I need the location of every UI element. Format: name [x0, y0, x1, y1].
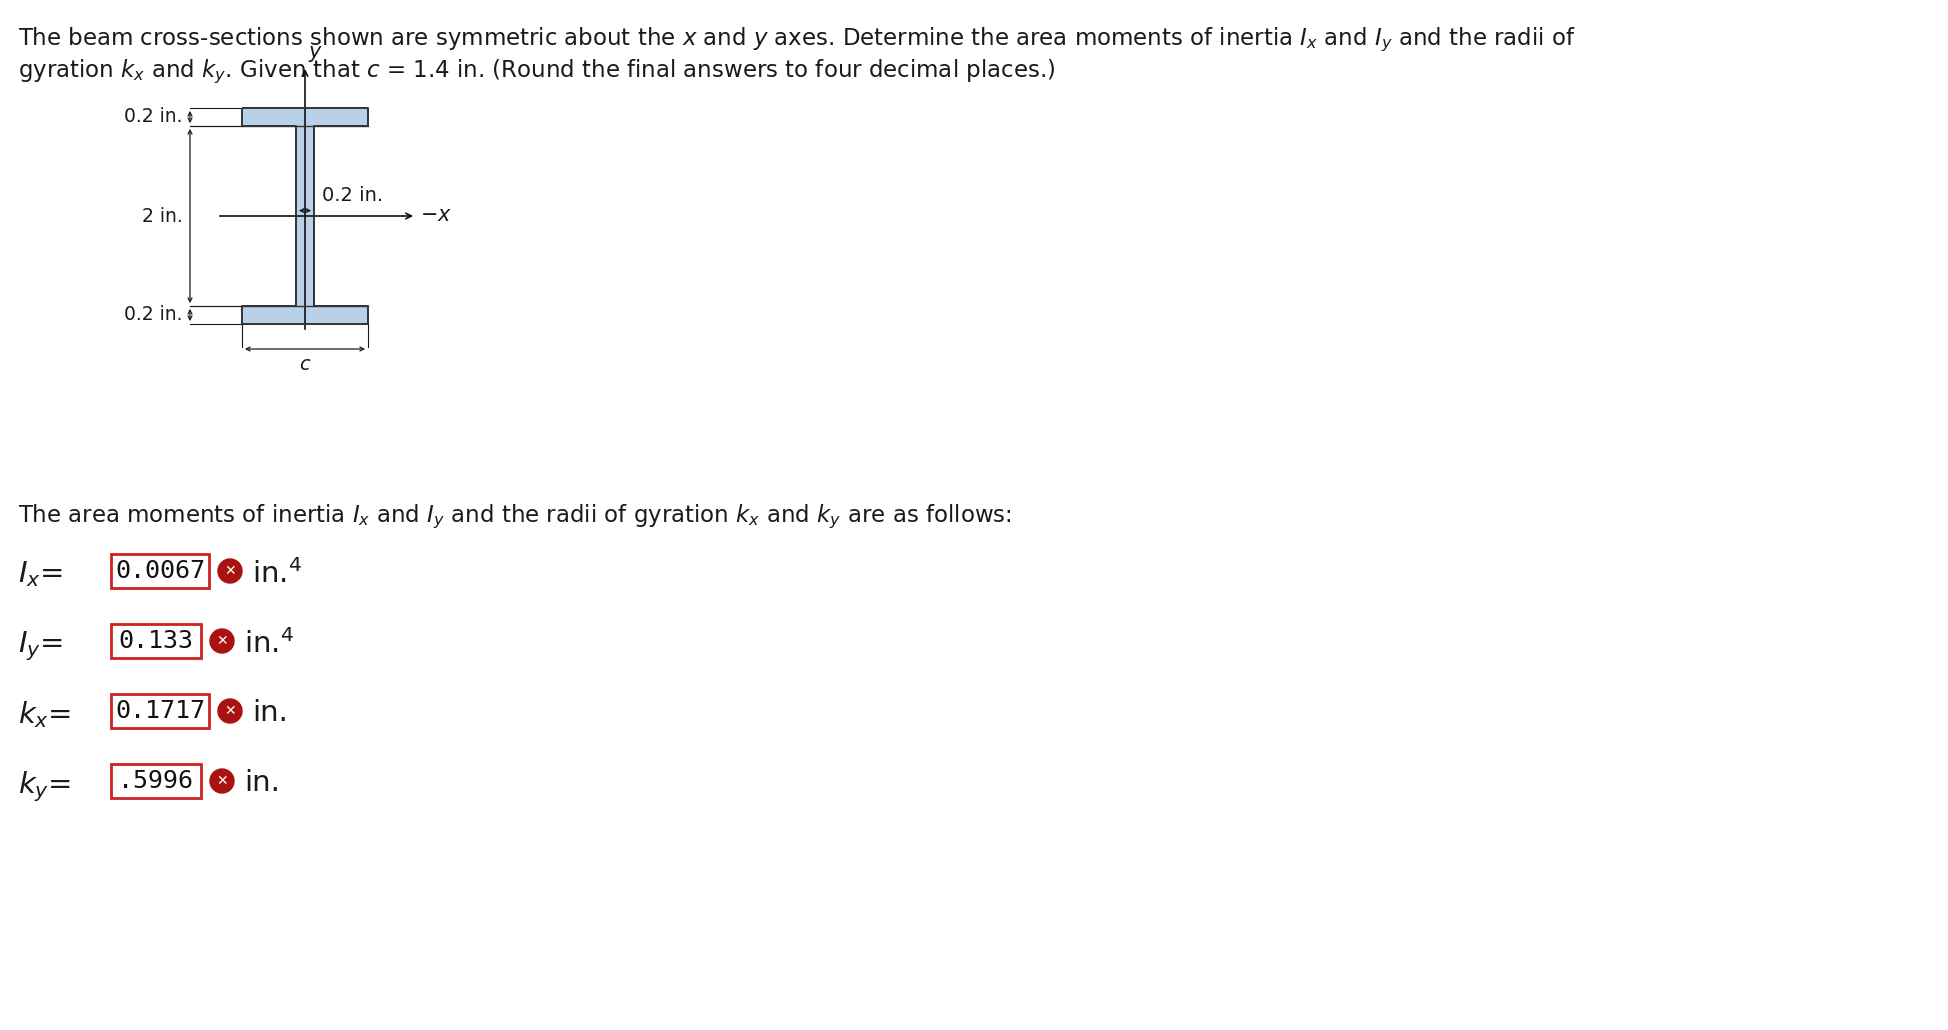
Text: The area moments of inertia $I_x$ and $I_y$ and the radii of gyration $k_x$ and : The area moments of inertia $I_x$ and $I… — [18, 503, 1011, 531]
Text: 0.2 in.: 0.2 in. — [125, 306, 183, 324]
Text: 0.0067: 0.0067 — [115, 559, 205, 583]
Bar — [242, 306, 368, 324]
Text: in.: in. — [244, 769, 281, 797]
Text: gyration $k_x$ and $k_y$. Given that $c$ = 1.4 in. (Round the final answers to f: gyration $k_x$ and $k_y$. Given that $c$… — [18, 58, 1056, 87]
Text: in.: in. — [251, 699, 288, 727]
Circle shape — [218, 699, 242, 723]
FancyBboxPatch shape — [111, 624, 201, 658]
Bar — [242, 108, 368, 126]
Text: .5996: .5996 — [119, 769, 193, 793]
FancyBboxPatch shape — [111, 694, 208, 728]
Text: $k_y$=: $k_y$= — [18, 769, 74, 803]
Circle shape — [210, 629, 234, 653]
Text: ✕: ✕ — [216, 774, 228, 788]
Text: $I_x$=: $I_x$= — [18, 559, 66, 589]
Text: $c$: $c$ — [298, 355, 312, 374]
Text: 0.133: 0.133 — [119, 629, 193, 653]
FancyBboxPatch shape — [111, 554, 208, 588]
Text: ✕: ✕ — [216, 634, 228, 648]
Text: $I_y$=: $I_y$= — [18, 629, 66, 662]
Text: ✕: ✕ — [224, 564, 236, 578]
Text: y: y — [310, 42, 321, 62]
Text: in.$^{4}$: in.$^{4}$ — [244, 629, 294, 659]
Text: ✕: ✕ — [224, 703, 236, 718]
Circle shape — [218, 559, 242, 583]
FancyBboxPatch shape — [111, 764, 201, 798]
Bar — [314, 126, 368, 306]
Bar — [296, 126, 314, 306]
Bar — [242, 126, 296, 306]
Text: $-x$: $-x$ — [421, 205, 452, 225]
Text: 0.1717: 0.1717 — [115, 699, 205, 723]
Text: in.$^{4}$: in.$^{4}$ — [251, 559, 302, 589]
Text: The beam cross-sections shown are symmetric about the $x$ and $y$ axes. Determin: The beam cross-sections shown are symmet… — [18, 26, 1576, 55]
Text: 2 in.: 2 in. — [142, 206, 183, 226]
Text: 0.2 in.: 0.2 in. — [321, 185, 384, 205]
Circle shape — [210, 769, 234, 793]
Text: $k_x$=: $k_x$= — [18, 699, 74, 730]
Text: 0.2 in.: 0.2 in. — [125, 107, 183, 127]
